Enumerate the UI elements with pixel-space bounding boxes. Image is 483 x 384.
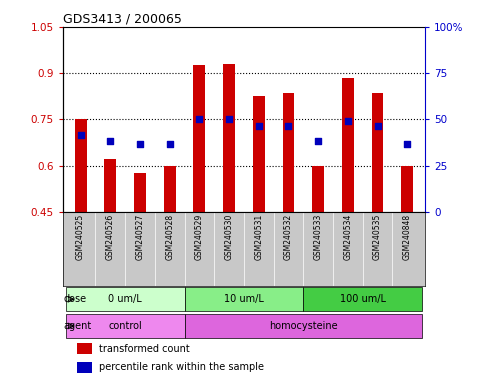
Bar [283,93,295,212]
Point [136,141,144,147]
Text: agent: agent [63,321,92,331]
Text: GSM240532: GSM240532 [284,214,293,260]
Text: GSM240526: GSM240526 [106,214,115,260]
Point [225,116,233,122]
Point [284,122,292,129]
Point [374,122,382,129]
Text: GSM240529: GSM240529 [195,214,204,260]
Text: percentile rank within the sample: percentile rank within the sample [99,362,264,372]
Text: dose: dose [63,294,86,304]
Text: 10 um/L: 10 um/L [224,294,264,304]
Text: GSM240535: GSM240535 [373,214,382,260]
Bar [253,96,265,212]
Bar [66,314,185,338]
Bar [303,287,422,311]
Text: GSM240848: GSM240848 [403,214,412,260]
Bar [185,287,303,311]
Point [166,141,173,147]
Bar [185,314,422,338]
Bar [77,343,92,354]
Text: GSM240533: GSM240533 [313,214,323,260]
Bar [342,78,354,212]
Bar [66,287,185,311]
Bar [401,166,413,212]
Bar [223,64,235,212]
Bar [312,166,324,212]
Point [196,116,203,122]
Text: GDS3413 / 200065: GDS3413 / 200065 [63,13,182,26]
Bar [77,361,92,372]
Bar [104,159,116,212]
Point [314,138,322,144]
Bar [134,173,146,212]
Text: transformed count: transformed count [99,344,190,354]
Text: GSM240531: GSM240531 [254,214,263,260]
Text: GSM240534: GSM240534 [343,214,352,260]
Point [106,138,114,144]
Text: homocysteine: homocysteine [269,321,338,331]
Text: 0 um/L: 0 um/L [108,294,142,304]
Bar [371,93,384,212]
Point [344,118,352,124]
Text: GSM240530: GSM240530 [225,214,234,260]
Bar [164,166,176,212]
Text: GSM240525: GSM240525 [76,214,85,260]
Bar [75,119,86,212]
Point [77,132,85,138]
Text: control: control [108,321,142,331]
Bar [193,65,205,212]
Point [403,141,411,147]
Point [255,122,263,129]
Text: GSM240527: GSM240527 [136,214,144,260]
Text: 100 um/L: 100 um/L [340,294,386,304]
Text: GSM240528: GSM240528 [165,214,174,260]
